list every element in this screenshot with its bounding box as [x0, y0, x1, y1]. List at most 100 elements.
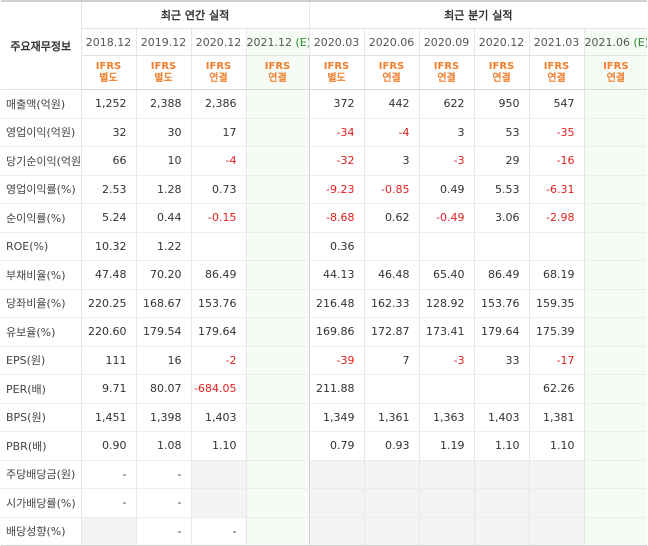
period-header: 2020.12: [191, 28, 247, 56]
value-cell: 0.44: [136, 203, 192, 233]
value-cell: 179.64: [474, 317, 530, 347]
period-label: 2020.06: [368, 35, 415, 49]
ifrs-basis-header: IFRS 연결: [191, 55, 247, 90]
basis-label: 연결: [268, 72, 287, 84]
ifrs-label: IFRS: [205, 60, 232, 72]
value-cell: [246, 232, 310, 261]
value-cell: 32: [81, 118, 137, 147]
value-cell: [246, 374, 310, 404]
value-cell: [246, 203, 310, 233]
row-label: 당기순이익(억원): [1, 146, 82, 176]
table-row: 당기순이익(억원) 66 10 -4 -32 3 -3 29 -16: [1, 146, 648, 176]
value-cell: -3: [419, 146, 475, 176]
value-cell: 62.26: [529, 374, 585, 404]
value-cell: [246, 146, 310, 176]
value-cell: 33: [474, 345, 530, 375]
value-cell: [584, 174, 648, 204]
value-cell: 1,403: [191, 403, 247, 432]
value-cell: 2,386: [191, 89, 247, 119]
value-cell: -35: [529, 118, 585, 147]
value-cell: [246, 118, 310, 147]
value-cell: 216.48: [308, 289, 365, 318]
period-header: 2020.06: [364, 28, 420, 56]
basis-label: 연결: [209, 72, 228, 84]
value-cell: -34: [308, 118, 365, 147]
value-cell: [364, 517, 420, 546]
row-label: ROE(%): [1, 232, 82, 261]
value-cell: [584, 488, 648, 518]
value-cell: [584, 517, 648, 546]
ifrs-basis-header: IFRS 별도: [81, 55, 137, 90]
period-label: 2020.09: [423, 35, 470, 49]
value-cell: 3: [419, 118, 475, 147]
value-cell: 0.49: [419, 174, 475, 204]
ifrs-basis-header: IFRS 연결: [529, 55, 585, 90]
period-label: 2021.03: [533, 35, 580, 49]
value-cell: 44.13: [308, 260, 365, 290]
value-cell: [584, 459, 648, 489]
value-cell: 30: [136, 118, 192, 147]
period-label: 2021.12: [246, 35, 293, 49]
value-cell: [246, 289, 310, 318]
value-cell: -2: [191, 345, 247, 375]
value-cell: [584, 403, 648, 432]
value-cell: [584, 374, 648, 404]
value-cell: [419, 374, 475, 404]
value-cell: [246, 89, 310, 119]
period-label: 2021.06: [584, 35, 631, 49]
value-cell: [529, 517, 585, 546]
table-row: 매출액(억원) 1,252 2,388 2,386 372 442 622 950 547: [1, 89, 648, 119]
basis-label: 별도: [99, 72, 118, 84]
value-cell: -4: [191, 146, 247, 176]
value-cell: 3: [364, 146, 420, 176]
period-header: 2020.03: [308, 28, 365, 56]
value-cell: 1.10: [474, 431, 530, 461]
row-label: 영업이익률(%): [1, 174, 82, 204]
value-cell: [246, 517, 310, 546]
value-cell: 159.35: [529, 289, 585, 318]
ifrs-basis-header: IFRS 연결: [584, 55, 648, 90]
ifrs-basis-header: IFRS 연결: [364, 55, 420, 90]
value-cell: -32: [308, 146, 365, 176]
row-label: 매출액(억원): [1, 89, 82, 119]
value-cell: 16: [136, 345, 192, 375]
value-cell: [529, 232, 585, 261]
ifrs-label: IFRS: [603, 60, 629, 72]
period-label: 2018.12: [85, 35, 132, 49]
period-label: 2020.12: [195, 35, 242, 49]
value-cell: [584, 118, 648, 147]
period-header: 2018.12: [81, 28, 137, 56]
value-cell: 80.07: [136, 374, 192, 404]
table-row: 시가배당률(%) - -: [1, 488, 648, 518]
value-cell: 172.87: [364, 317, 420, 347]
value-cell: -684.05: [191, 374, 247, 404]
value-cell: [474, 374, 530, 404]
basis-label: 연결: [606, 72, 625, 84]
value-cell: 1,363: [419, 403, 475, 432]
table-row: 순이익률(%) 5.24 0.44 -0.15 -8.68 0.62 -0.49 3.06 -2…: [1, 203, 648, 233]
value-cell: 2,388: [136, 89, 192, 119]
value-cell: [246, 345, 310, 375]
row-label: 유보율(%): [1, 317, 82, 347]
value-cell: [419, 459, 475, 489]
row-label: 시가배당률(%): [1, 488, 82, 518]
value-cell: [81, 517, 137, 546]
value-cell: 547: [529, 89, 585, 119]
value-cell: [584, 89, 648, 119]
value-cell: 1.28: [136, 174, 192, 204]
value-cell: [584, 345, 648, 375]
row-label: 당좌비율(%): [1, 289, 82, 318]
value-cell: [529, 488, 585, 518]
ifrs-label: IFRS: [323, 60, 350, 72]
value-cell: 0.93: [364, 431, 420, 461]
value-cell: -17: [529, 345, 585, 375]
value-cell: -3: [419, 345, 475, 375]
value-cell: [529, 459, 585, 489]
table-row: PER(배) 9.71 80.07 -684.05 211.88 62.26: [1, 374, 648, 404]
basis-label: 연결: [382, 72, 401, 84]
value-cell: 173.41: [419, 317, 475, 347]
value-cell: 179.64: [191, 317, 247, 347]
value-cell: [246, 317, 310, 347]
value-cell: 5.53: [474, 174, 530, 204]
